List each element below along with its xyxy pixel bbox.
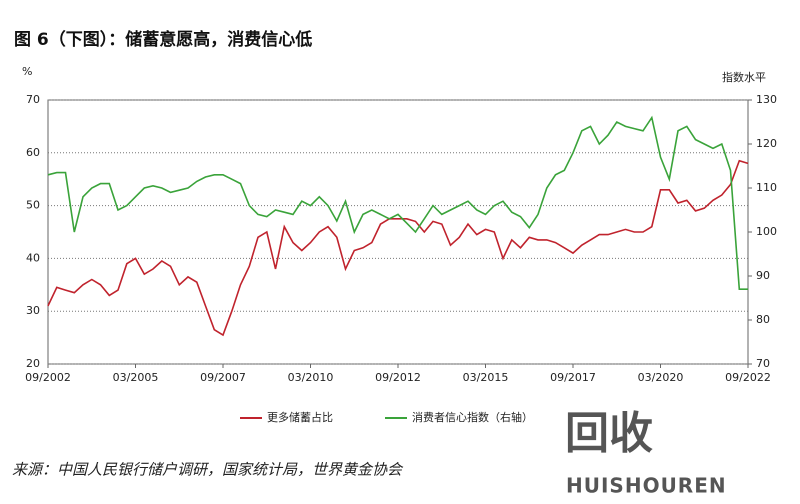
y-tick-label: 20 [26,357,40,370]
x-tick-label: 09/2012 [375,371,421,384]
y-tick-label: 40 [26,251,40,264]
watermark: 回收 [565,408,653,459]
y2-tick-label: 70 [756,357,770,370]
x-tick-label: 09/2022 [725,371,771,384]
source: 来源：中国人民银行储户调研，国家统计局，世界黄金协会 [12,461,404,479]
chart-title: 图 6（下图）：储蓄意愿高，消费信心低 [14,29,312,50]
x-tick-label: 03/2020 [638,371,684,384]
x-tick-label: 03/2005 [113,371,159,384]
y2-tick-label: 100 [756,225,777,238]
y2-tick-label: 130 [756,93,777,106]
y-tick-label: 70 [26,93,40,106]
x-tick-label: 03/2015 [463,371,509,384]
watermark: HUISHOUREN [566,474,727,498]
legend-label: 更多储蓄占比 [267,410,333,424]
x-tick-label: 09/2007 [200,371,246,384]
x-tick-label: 09/2002 [25,371,71,384]
x-tick-label: 09/2017 [550,371,596,384]
y2-axis-label: 指数水平 [722,70,766,84]
y-tick-label: 50 [26,199,40,212]
y2-tick-label: 110 [756,181,777,194]
series-line [47,159,749,337]
y2-tick-label: 90 [756,269,770,282]
legend-label: 消费者信心指数（右轴） [412,410,533,424]
x-tick-label: 03/2010 [288,371,334,384]
series-line [47,115,748,290]
y-axis-label: % [22,65,32,78]
y2-tick-label: 120 [756,137,777,150]
y-tick-label: 60 [26,146,40,159]
watermark-bg [560,410,680,466]
y-tick-label: 30 [26,304,40,317]
y2-tick-label: 80 [756,313,770,326]
